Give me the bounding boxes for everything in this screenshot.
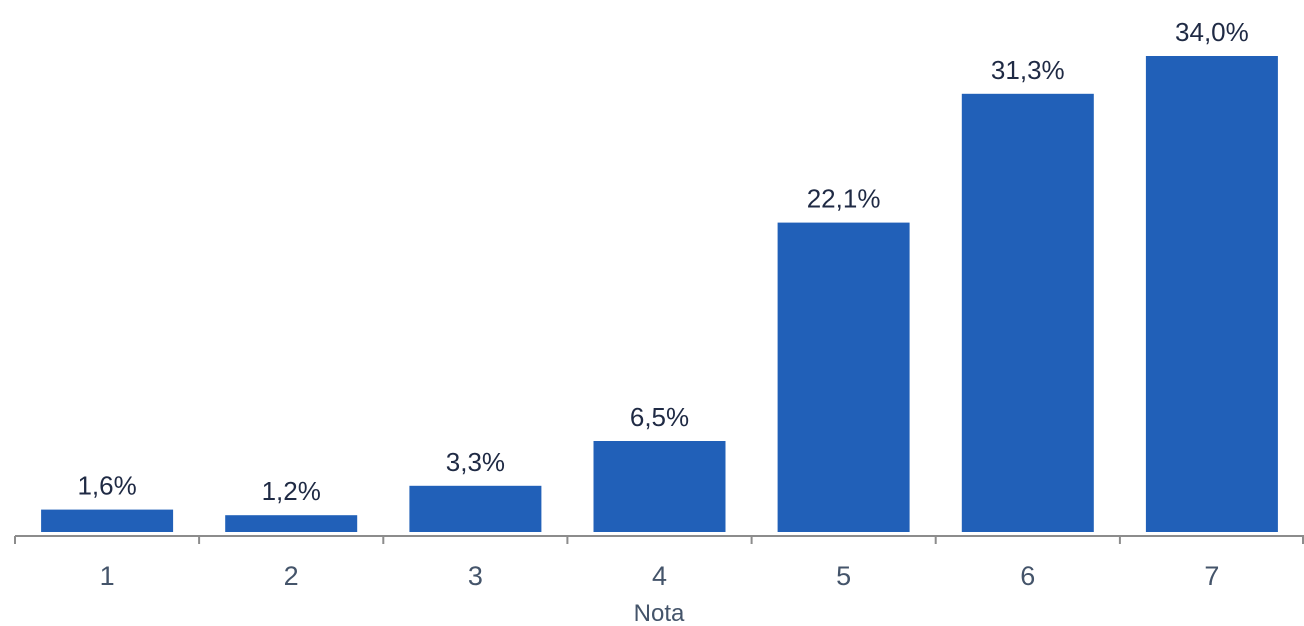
bars-group (41, 56, 1278, 533)
data-label-3: 3,3% (446, 447, 505, 477)
bar-5 (777, 222, 910, 532)
x-tick-label-6: 6 (1020, 561, 1035, 591)
data-label-6: 31,3% (991, 55, 1065, 85)
data-label-2: 1,2% (262, 476, 321, 506)
data-label-7: 34,0% (1175, 17, 1249, 47)
data-labels-group: 1,6% 1,2% 3,3% 6,5% 22,1% 31,3% 34,0% (77, 17, 1248, 506)
x-tick-labels-group: 1 2 3 4 5 6 7 (100, 561, 1220, 591)
x-tick-label-3: 3 (468, 561, 483, 591)
x-axis-title: Nota (634, 600, 685, 626)
x-axis (14, 535, 1304, 544)
x-tick-label-7: 7 (1204, 561, 1219, 591)
x-tick-label-5: 5 (836, 561, 851, 591)
bar-6 (961, 93, 1094, 533)
x-tick-label-2: 2 (284, 561, 299, 591)
bar-7 (1145, 56, 1278, 532)
bar-3 (409, 485, 542, 532)
bar-1 (41, 509, 174, 532)
bar-2 (225, 515, 358, 532)
x-tick-label-1: 1 (100, 561, 115, 591)
x-tick-label-4: 4 (652, 561, 667, 591)
data-label-1: 1,6% (77, 471, 136, 501)
data-label-5: 22,1% (807, 184, 881, 214)
bar-4 (593, 441, 726, 532)
data-label-4: 6,5% (630, 402, 689, 432)
